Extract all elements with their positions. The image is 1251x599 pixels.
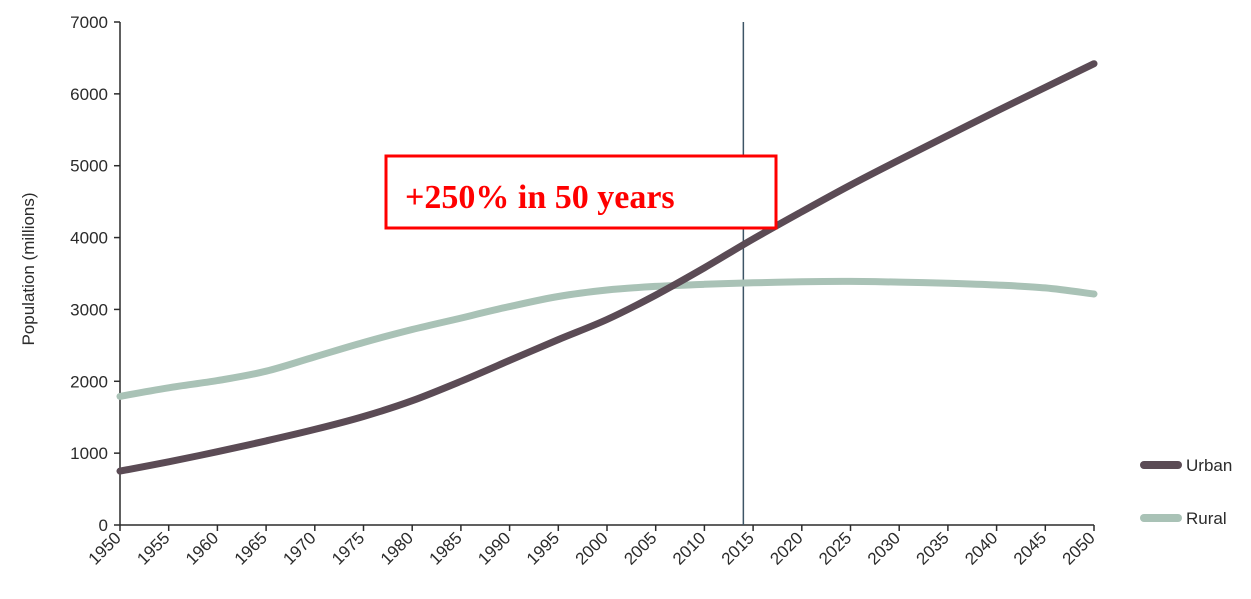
x-tick-label: 1955 xyxy=(133,528,173,568)
x-tick-label: 1990 xyxy=(474,528,514,568)
legend: Urban Rural xyxy=(1140,456,1232,528)
series-line-urban xyxy=(116,60,1098,475)
legend-label-rural: Rural xyxy=(1186,509,1227,528)
y-tick-label: 1000 xyxy=(70,444,108,463)
x-tick-label: 2050 xyxy=(1059,528,1099,568)
x-tick-label: 2035 xyxy=(913,528,953,568)
legend-label-urban: Urban xyxy=(1186,456,1232,475)
y-tick-label: 5000 xyxy=(70,157,108,176)
annotation-text: +250% in 50 years xyxy=(405,179,675,216)
series-layer xyxy=(116,60,1098,475)
x-tick-label: 1975 xyxy=(328,528,368,568)
x-tick-label: 2045 xyxy=(1010,528,1050,568)
x-tick-label: 2030 xyxy=(864,528,904,568)
series-line-rural xyxy=(116,277,1098,400)
y-tick-label: 7000 xyxy=(70,13,108,32)
x-tick-label: 2000 xyxy=(572,528,612,568)
x-tick-label: 2025 xyxy=(815,528,855,568)
x-tick-label: 1960 xyxy=(182,528,222,568)
y-tick-label: 4000 xyxy=(70,229,108,248)
x-tick-label: 1980 xyxy=(377,528,417,568)
x-tick-label: 1970 xyxy=(279,528,319,568)
x-tick-label: 2015 xyxy=(718,528,758,568)
x-tick-label: 1995 xyxy=(523,528,563,568)
x-tick-label: 2020 xyxy=(766,528,806,568)
y-tick-label: 6000 xyxy=(70,85,108,104)
y-tick-label: 2000 xyxy=(70,372,108,391)
annotation-border xyxy=(384,154,778,230)
x-tick-label: 1950 xyxy=(85,528,125,568)
x-tick-label: 1965 xyxy=(231,528,271,568)
x-tick-label: 2005 xyxy=(620,528,660,568)
y-axis-label: Population (millions) xyxy=(19,192,38,345)
y-tick-label: 0 xyxy=(99,516,108,535)
annotation-box: +250% in 50 years xyxy=(384,154,778,230)
x-tick-label: 2010 xyxy=(669,528,709,568)
x-tick-label: 1985 xyxy=(426,528,466,568)
x-tick-label: 2040 xyxy=(961,528,1001,568)
y-tick-label: 3000 xyxy=(70,300,108,319)
